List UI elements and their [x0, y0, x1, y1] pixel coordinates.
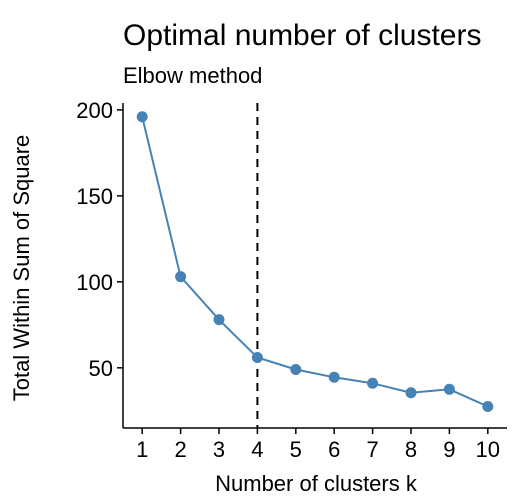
y-tick-label: 50: [89, 356, 113, 381]
y-tick-label: 100: [76, 270, 113, 295]
x-tick-label: 5: [290, 437, 302, 462]
data-point: [213, 314, 225, 326]
x-tick-label: 2: [174, 437, 186, 462]
x-tick-label: 3: [213, 437, 225, 462]
data-point: [175, 271, 187, 283]
y-axis-title: Total Within Sum of Square: [9, 135, 34, 402]
series-line: [141, 116, 489, 408]
x-tick-label: 1: [136, 437, 148, 462]
plot-area: 50 100 150 200 1 2 3 4 5 6 7 8 9 10: [76, 98, 507, 462]
data-point: [443, 383, 455, 395]
x-axis-title: Number of clusters k: [215, 471, 418, 496]
x-tick-label: 8: [405, 437, 417, 462]
data-point: [290, 364, 302, 376]
y-tick-label: 200: [76, 98, 113, 123]
chart-title: Optimal number of clusters: [123, 19, 481, 52]
y-tick-label: 150: [76, 184, 113, 209]
chart-subtitle: Elbow method: [123, 63, 262, 88]
data-point: [328, 371, 340, 383]
data-point: [367, 377, 379, 389]
x-tick-label: 7: [366, 437, 378, 462]
x-tick-label: 4: [251, 437, 263, 462]
x-tick-label: 6: [328, 437, 340, 462]
data-point: [136, 111, 148, 123]
x-tick-label: 9: [443, 437, 455, 462]
data-point: [482, 401, 494, 413]
data-point: [405, 387, 417, 399]
data-point: [251, 351, 263, 363]
x-tick-label: 10: [476, 437, 500, 462]
